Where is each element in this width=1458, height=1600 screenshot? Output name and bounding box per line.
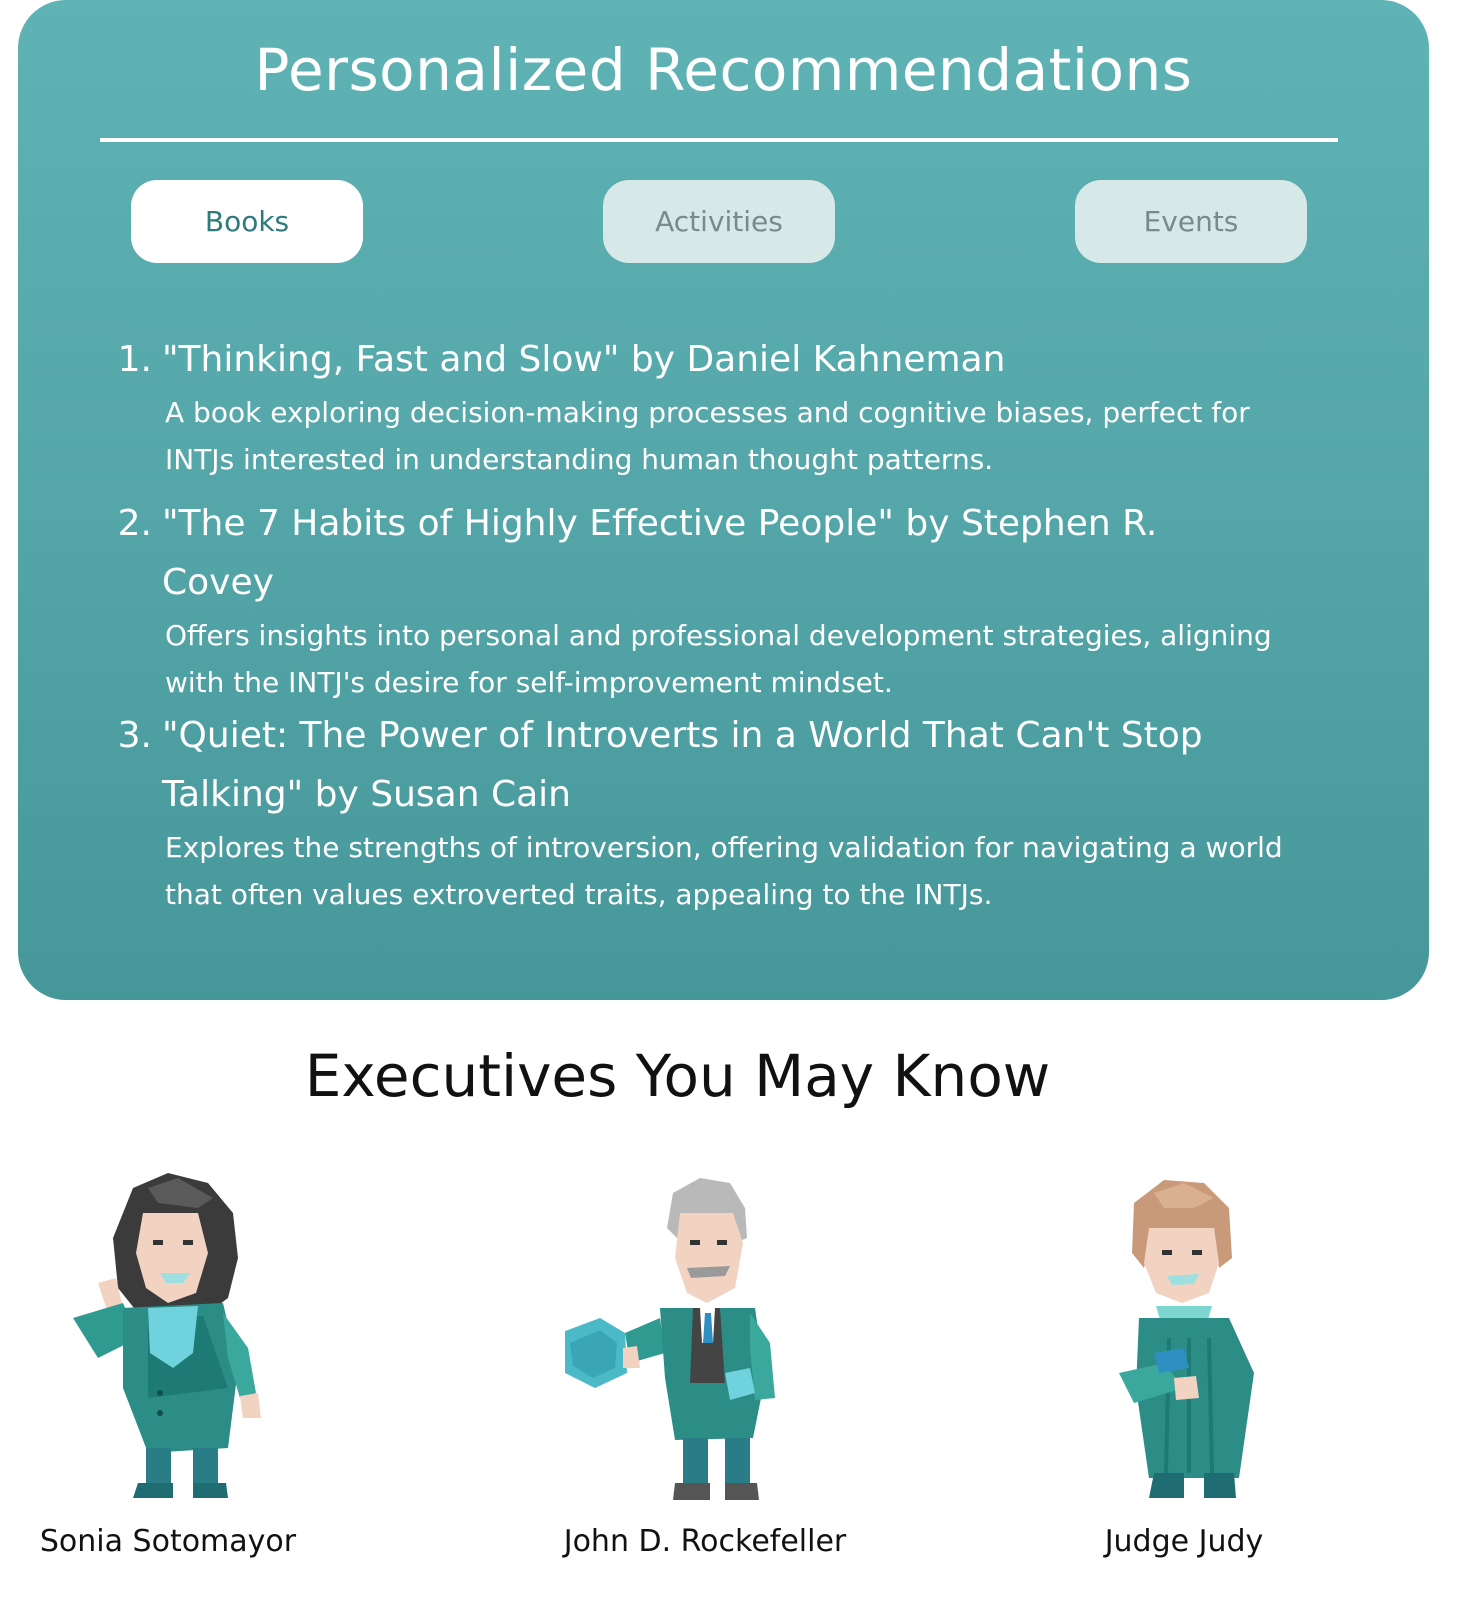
executive-card[interactable]: Sonia Sotomayor — [0, 1168, 348, 1588]
book-title: "The 7 Habits of Highly Effective People… — [162, 503, 1158, 603]
book-title-row: 3. "Quiet: The Power of Introverts in a … — [110, 706, 1330, 824]
executive-name: John D. Rockefeller — [563, 1524, 847, 1559]
tab-books[interactable]: Books — [131, 180, 363, 263]
tab-events[interactable]: Events — [1075, 180, 1307, 263]
executive-name: Judge Judy — [1104, 1524, 1264, 1559]
book-item: 2. "The 7 Habits of Highly Effective Peo… — [110, 494, 1330, 706]
book-title-row: 1. "Thinking, Fast and Slow" by Daniel K… — [110, 330, 1330, 389]
tab-activities[interactable]: Activities — [603, 180, 835, 263]
book-title-row: 2. "The 7 Habits of Highly Effective Peo… — [110, 494, 1330, 612]
book-item: 1. "Thinking, Fast and Slow" by Daniel K… — [110, 330, 1330, 483]
book-number: 1. — [117, 339, 152, 380]
judge-judy-illustration — [1119, 1180, 1254, 1498]
book-title: "Thinking, Fast and Slow" by Daniel Kahn… — [162, 339, 1006, 380]
john-rockefeller-illustration — [565, 1178, 775, 1500]
book-description: A book exploring decision-making process… — [165, 396, 1250, 476]
executives-heading: Executives You May Know — [304, 1042, 1051, 1110]
executive-name: Sonia Sotomayor — [39, 1524, 297, 1559]
book-description: Offers insights into personal and profes… — [165, 619, 1272, 699]
book-description: Explores the strengths of introversion, … — [165, 831, 1283, 911]
title-divider — [100, 138, 1338, 142]
sonia-sotomayor-illustration — [73, 1173, 261, 1498]
executive-card[interactable]: John D. Rockefeller — [525, 1168, 885, 1588]
book-number: 2. — [117, 503, 152, 544]
recommendations-card: Personalized Recommendations Books Activ… — [18, 0, 1429, 1000]
book-item: 3. "Quiet: The Power of Introverts in a … — [110, 706, 1330, 918]
book-title: "Quiet: The Power of Introverts in a Wor… — [162, 715, 1203, 815]
book-number: 3. — [117, 715, 152, 756]
executive-card[interactable]: Judge Judy — [1004, 1168, 1364, 1588]
recommendations-title: Personalized Recommendations — [254, 36, 1193, 104]
